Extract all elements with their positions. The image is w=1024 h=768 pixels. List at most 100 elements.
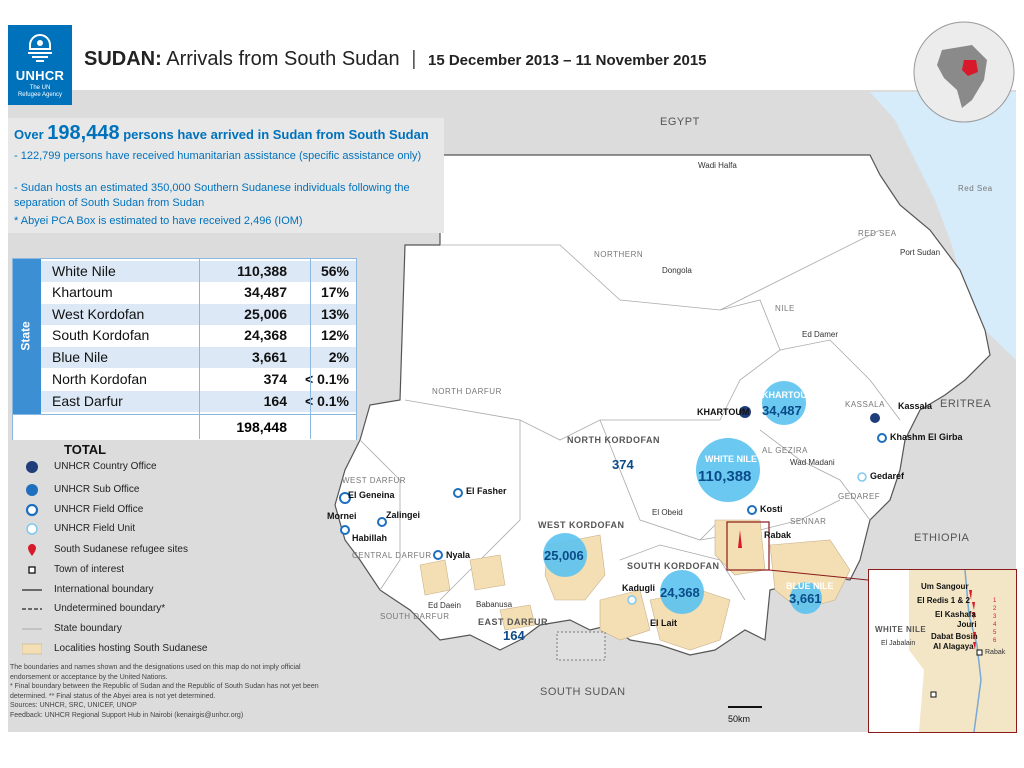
unhcr-emblem-icon [28,33,52,62]
region-label-east-darfur: EAST DARFUR [478,617,548,627]
bubble-label-white-nile: WHITE NILE [705,454,757,464]
scale-label: 50km [728,714,751,724]
bubble-label-khartoum: KHARTOUM [762,390,815,400]
state-column-label: State [13,259,41,414]
town-kassala: Kassala [898,401,933,411]
inset-site-al-alagaya: Al Alagaya [933,642,974,651]
summary-line-hosts: - Sudan hosts an estimated 350,000 South… [14,182,410,209]
country-office-icon [26,461,38,473]
international-boundary-icon [22,589,42,591]
inset-region-white-nile: WHITE NILE [875,625,927,634]
inset-site-number: 1 [993,598,997,604]
table-row: North Kordofan 374 < 0.1% [52,371,349,387]
country-label-eritrea: ERITREA [940,398,992,410]
inset-town-el-jabalain: El Jabalain [881,640,916,647]
town-babanusa: Babanusa [476,600,513,609]
total-label: TOTAL [64,442,107,457]
summary-headline: Over 198,448 persons have arrived in Sud… [14,122,429,144]
value-north-kordofan: 374 [612,457,634,472]
date-range: 15 December 2013 – 11 November 2015 [428,52,707,69]
town-icon [28,566,36,574]
state-label-nile: NILE [775,304,795,313]
town-kadugli: Kadugli [622,583,655,593]
value-east-darfur: 164 [503,628,525,643]
page-title: SUDAN: Arrivals from South Sudan | 15 De… [84,48,707,70]
undetermined-boundary-icon [22,608,42,610]
town-dongola: Dongola [662,266,692,275]
inset-site-number: 4 [993,622,997,628]
inset-site-number: 5 [993,630,997,636]
town-zalingei: Zalingei [386,510,421,520]
bubble-value-blue-nile: 3,661 [789,591,822,606]
inset-map: Um Sangour El Redis 1 & 2 El Kashafa Jou… [868,569,1017,733]
town-ed-daein: Ed Daein [428,601,461,610]
state-boundary-icon [22,628,42,630]
bubble-value-west-kordofan: 25,006 [544,548,584,563]
town-wadi-halfa: Wadi Halfa [698,161,737,170]
table-row: East Darfur 164 < 0.1% [41,391,356,412]
town-kosti: Kosti [760,504,783,514]
logo-name: UNHCR [15,68,65,83]
sub-office-icon [26,484,38,496]
refugee-site-marker [738,530,742,548]
region-label-north-kordofan: NORTH KORDOFAN [567,435,660,445]
table-row: White Nile 110,388 56% [41,261,356,282]
inset-town-rabak: Rabak [985,649,1006,656]
summary-line-assistance: - 122,799 persons have received humanita… [14,150,422,162]
region-label-south-kordofan: SOUTH KORDOFAN [627,561,720,571]
town-gedaref: Gedaref [870,471,905,481]
localities-icon [22,643,42,655]
town-ed-damer: Ed Damer [802,330,839,339]
table-row: West Kordofan 25,006 13% [41,304,356,325]
town-rabak: Rabak [764,530,792,540]
town-habillah: Habillah [352,533,388,543]
state-label-northern: NORTHERN [594,250,644,259]
town-mornei: Mornei [327,511,357,521]
state-label-kassala: KASSALA [845,400,885,409]
state-table: State White Nile 110,388 56% Khartoum 34,48… [12,258,357,440]
town-wad-madani: Wad Madani [790,458,835,467]
inset-drawing [869,570,983,732]
table-row: Blue Nile 3,661 2% [41,347,356,368]
bubble-khartoum [762,381,806,425]
refugee-site-icon [28,544,36,556]
inset-site-el-kashafa: El Kashafa [935,610,976,619]
bubble-blue-nile [790,582,822,614]
region-label-west-kordofan: WEST KORDOFAN [538,520,625,530]
logo-tagline: The UN Refugee Agency [17,85,63,98]
field-office-icon [25,503,39,517]
abyei-box [556,631,606,661]
inset-site-el-redis: El Redis 1 & 2 [917,596,970,605]
town-port-sudan: Port Sudan [900,248,941,257]
table-row: Khartoum 34,487 17% [52,284,349,300]
inset-site-number: 2 [993,606,997,612]
country-label-ethiopia: ETHIOPIA [914,532,970,544]
town-el-lait: El Lait [650,618,678,628]
bubble-label-blue-nile: BLUE NILE [786,581,834,591]
town-el-fasher: El Fasher [466,486,507,496]
inset-locator [726,521,770,571]
state-label-gedaref: GEDAREF [838,492,881,501]
town-khartoum: KHARTOUM [697,407,750,417]
country-label-egypt: EGYPT [660,116,700,128]
summary-line-abyei: * Abyei PCA Box is estimated to have rec… [14,215,303,227]
state-label-north-darfur: NORTH DARFUR [432,387,502,396]
office-markers [339,406,887,605]
label-red-sea-water: Red Sea [958,184,993,193]
state-label-sennar: SENNAR [790,517,827,526]
state-label-west-darfur: WEST DARFUR [342,476,407,485]
town-el-geneina: El Geneina [348,490,395,500]
table-row: South Kordofan 24,368 12% [52,327,349,343]
map-notes: The boundaries and names shown and the d… [10,664,319,719]
red-sea-water [870,92,1016,360]
summary-box: Over 198,448 persons have arrived in Sud… [8,118,444,233]
town-khashm-el-girba: Khashm El Girba [890,432,963,442]
bubble-value-khartoum: 34,487 [762,403,802,418]
unhcr-logo: UNHCR The UN Refugee Agency [8,25,72,105]
bubble-value-white-nile: 110,388 [698,468,752,485]
inset-site-dabat-bosin: Dabat Bosin [931,632,978,641]
state-label-central-darfur: CENTRAL DARFUR [352,551,432,560]
field-unit-icon [26,523,38,535]
state-label-al-gezira: AL GEZIRA [762,446,808,455]
